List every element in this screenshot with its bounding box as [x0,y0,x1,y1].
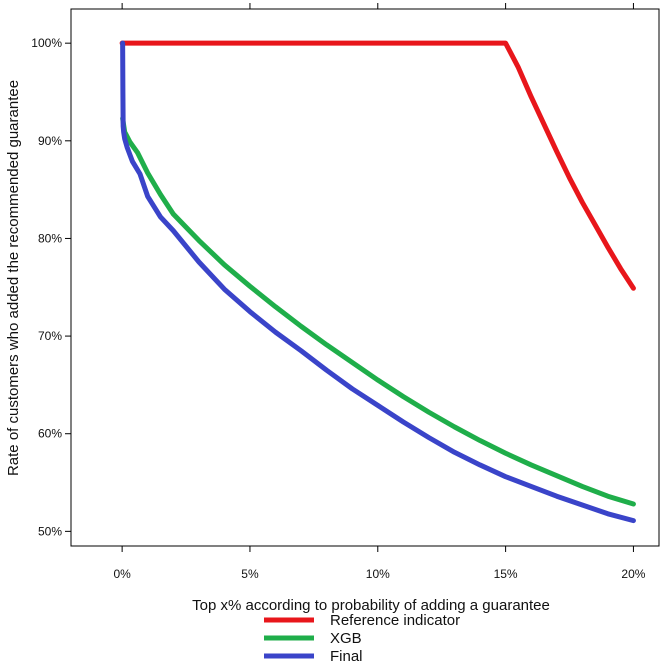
y-tick-label: 50% [38,524,62,538]
series-layer [119,40,636,524]
x-tick-label: 5% [241,567,259,581]
plot-frame [70,8,660,547]
y-tick-label: 70% [38,329,62,343]
top-axis-ticks [121,3,634,9]
y-axis: 50% 60% 70% 80% 90% 100% [31,36,71,538]
x-tick-label: 20% [621,567,645,581]
series-line-reference-indicator [119,40,636,291]
x-tick-label: 0% [113,567,131,581]
legend-label: XGB [330,630,362,647]
y-axis-title: Rate of customers who added the recommen… [5,80,22,476]
y-tick-label: 100% [31,36,62,50]
legend-label: Reference indicator [330,612,460,629]
x-tick-label: 15% [494,567,518,581]
x-tick-label: 10% [366,567,390,581]
legend-label: Final [330,648,363,664]
y-tick-label: 80% [38,231,62,245]
x-axis: 0% 5% 10% 15% 20% [113,546,646,581]
series-line-final [120,40,636,524]
x-axis-title: Top x% according to probability of addin… [192,597,550,614]
y-tick-label: 90% [38,134,62,148]
series-line-xgb [120,115,636,507]
y-tick-label: 60% [38,427,62,441]
